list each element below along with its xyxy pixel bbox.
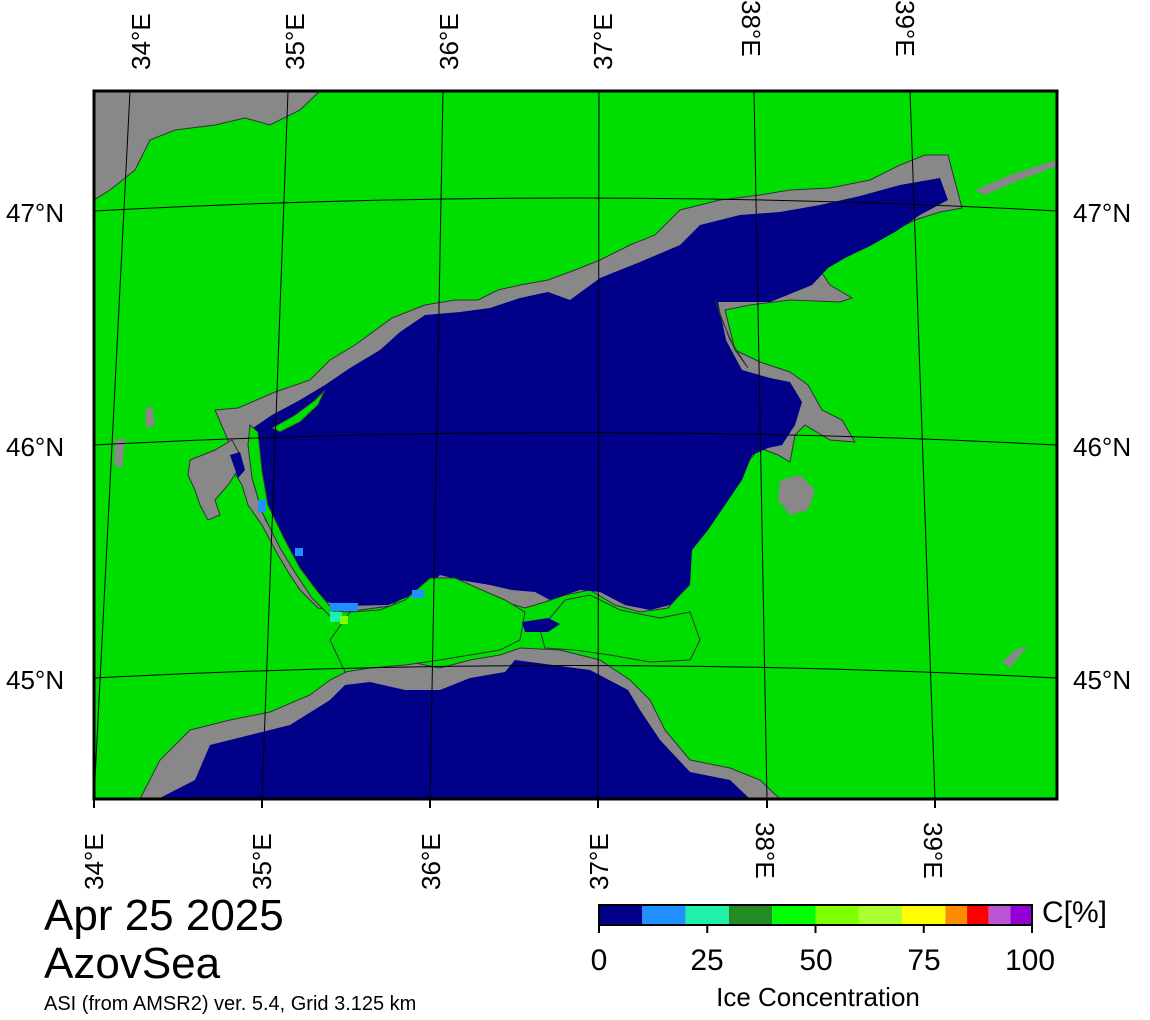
colorbar-tick-label: 50: [799, 944, 833, 977]
black-sea-water: [158, 660, 750, 799]
lat-label-right: 45°N: [1073, 665, 1131, 695]
ice-pixel: [412, 590, 424, 598]
ice-pixel: [295, 548, 303, 556]
lat-label-right: 47°N: [1073, 198, 1131, 228]
inland-patch: [145, 405, 155, 428]
northern-spit: [270, 389, 326, 433]
lon-label-top: 38°E: [736, 0, 766, 57]
colorbar-segment: [902, 905, 946, 925]
colorbar-segment: [945, 905, 968, 925]
lon-label-bottom: 34°E: [79, 833, 109, 890]
lon-label-top: 36°E: [434, 13, 464, 70]
colorbar-segment: [685, 905, 729, 925]
lon-label-bottom: 35°E: [247, 833, 277, 890]
colorbar-segment: [988, 905, 1011, 925]
inland-patch: [778, 475, 815, 515]
colorbar-tick-label: 100: [1004, 944, 1056, 977]
colorbar-tick-label: 75: [907, 944, 941, 977]
colorbar-segment: [772, 905, 816, 925]
land-mask-north: [94, 91, 321, 201]
graticule: [94, 91, 1057, 799]
colorbar-segment: [858, 905, 903, 925]
lon-label-top: 37°E: [588, 13, 618, 70]
map-panel: [94, 91, 1057, 799]
colorbar-title: Ice Concentration: [716, 982, 920, 1012]
lat-label-left: 45°N: [6, 665, 64, 695]
lon-label-bottom: 39°E: [918, 822, 948, 879]
lon-label-bottom: 36°E: [416, 833, 446, 890]
land-mask-northeast: [975, 160, 1057, 195]
ice-pixel: [340, 616, 348, 624]
ice-pixel: [258, 500, 266, 512]
colorbar-tick-label: 25: [690, 944, 724, 977]
colorbar-segment: [1010, 905, 1032, 925]
lon-label-top: 34°E: [126, 13, 156, 70]
sivash-water: [230, 452, 245, 478]
date-title: Apr 25 2025: [44, 891, 284, 940]
bottom-ticks: [93, 799, 936, 808]
region-title: AzovSea: [44, 939, 221, 988]
product-info: ASI (from AMSR2) ver. 5.4, Grid 3.125 km: [44, 993, 417, 1015]
ice-pixel: [330, 603, 358, 611]
colorbar-tick-label: 0: [590, 944, 608, 977]
map-frame: [92, 89, 1059, 801]
lon-label-top: 39°E: [890, 0, 920, 57]
lat-label-right: 46°N: [1073, 432, 1131, 462]
lat-label-left: 46°N: [6, 432, 64, 462]
colorbar-unit: C[%]: [1042, 896, 1108, 929]
kerch-peninsula-land: [329, 577, 526, 673]
sivash-lagoon: [187, 439, 241, 521]
colorbar-segment: [599, 905, 643, 925]
colorbar-segment: [728, 905, 773, 925]
lon-label-bottom: 37°E: [584, 833, 614, 890]
colorbar-segment: [642, 905, 686, 925]
taman-peninsula-land: [539, 594, 701, 663]
eastern-spit: [714, 299, 749, 369]
lon-label-top: 35°E: [280, 13, 310, 70]
kerch-water: [522, 618, 560, 632]
ice-pixel: [330, 612, 342, 622]
inland-patch: [1002, 645, 1028, 668]
colorbar-segment: [967, 905, 989, 925]
inland-patch: [114, 438, 125, 468]
colorbar-segment: [815, 905, 859, 925]
lat-label-left: 47°N: [6, 198, 64, 228]
colorbar: [598, 904, 1033, 933]
lon-label-bottom: 38°E: [750, 822, 780, 879]
